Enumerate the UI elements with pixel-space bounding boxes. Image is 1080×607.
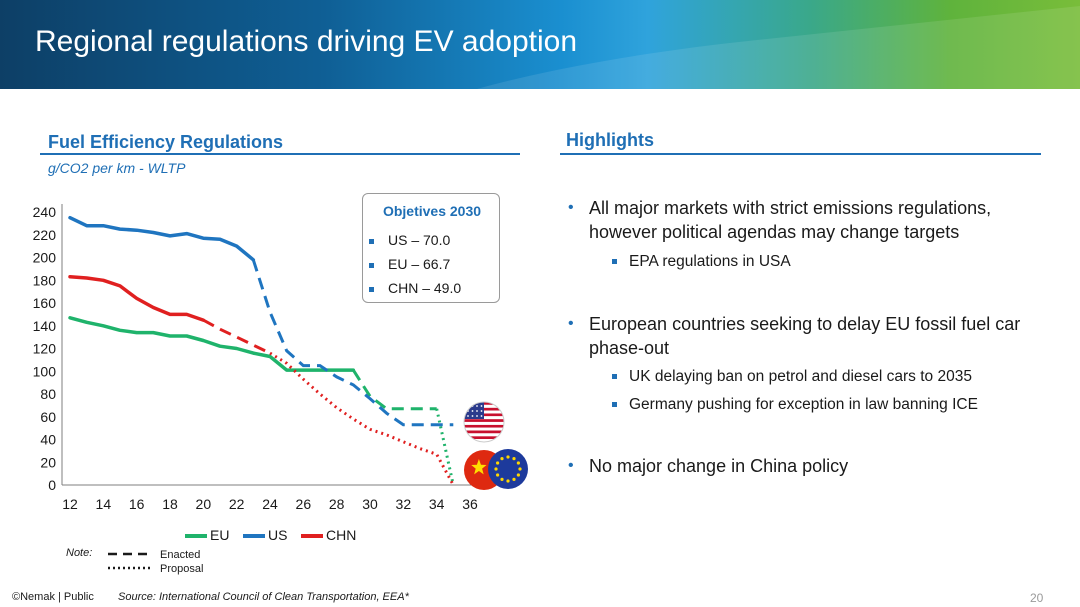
y-tick-label: 0 — [48, 477, 56, 493]
series-eu-proposal-line — [435, 408, 455, 486]
highlight-item: • European countries seeking to delay EU … — [566, 312, 1056, 360]
objective-us-text: US – 70.0 — [388, 232, 451, 248]
objective-eu: EU – 66.7 — [369, 256, 450, 272]
highlight-subitem: UK delaying ban on petrol and diesel car… — [612, 368, 972, 386]
highlight-subtext: UK delaying ban on petrol and diesel car… — [629, 368, 972, 385]
series-chn-actual-line — [68, 275, 206, 322]
fuel-efficiency-chart: 0 20 40 60 80 100 120 140 160 180 200 220 240 12 14 16 1… — [33, 204, 528, 512]
y-tick-label: 180 — [33, 272, 57, 288]
bullet-square-icon — [612, 374, 617, 379]
y-tick-label: 120 — [33, 341, 57, 357]
left-heading-rule — [40, 153, 520, 155]
source-note: Source: International Council of Clean T… — [118, 591, 409, 603]
legend-us-label: US — [268, 527, 288, 543]
copyright: ©Nemak | Public — [12, 591, 94, 603]
legend-chn-label: CHN — [326, 527, 357, 543]
legend-chn: CHN — [301, 527, 356, 543]
legend-eu: EU — [185, 527, 229, 543]
y-tick-label: 40 — [40, 432, 56, 448]
objectives-title: Objetives 2030 — [382, 203, 482, 219]
highlight-text: European countries seeking to delay EU f… — [589, 314, 1021, 358]
x-tick-label: 14 — [96, 496, 112, 512]
series-eu-enacted-line — [352, 369, 437, 411]
chart-flags — [463, 401, 528, 490]
chart-unit-subtitle: g/CO2 per km - WLTP — [48, 160, 186, 176]
y-tick-label: 220 — [33, 227, 57, 243]
y-tick-label: 100 — [33, 363, 57, 379]
series-us-enacted-line — [251, 259, 454, 427]
chart-lines — [68, 215, 455, 486]
highlight-item: • All major markets with strict emissions… — [566, 196, 1056, 244]
bullet-square-icon — [369, 262, 374, 268]
x-tick-label: 18 — [162, 496, 178, 512]
note-line-samples — [108, 552, 152, 570]
legend-chn-swatch — [301, 534, 323, 539]
objective-chn-text: CHN – 49.0 — [388, 280, 462, 296]
highlight-text: All major markets with strict emissions … — [589, 198, 992, 242]
x-tick-label: 32 — [396, 496, 412, 512]
series-eu-actual-line — [68, 316, 356, 372]
bullet-dot-icon: • — [568, 199, 574, 216]
bullet-dot-icon: • — [568, 457, 574, 474]
objective-us: US – 70.0 — [369, 232, 450, 248]
highlight-item: • No major change in China policy — [566, 454, 1056, 478]
x-tick-label: 22 — [229, 496, 245, 512]
highlight-subitem: Germany pushing for exception in law ban… — [612, 396, 978, 414]
x-tick-label: 34 — [429, 496, 445, 512]
eu-flag-icon — [488, 449, 528, 489]
legend-us-swatch — [243, 534, 265, 539]
right-heading: Highlights — [566, 130, 654, 150]
y-tick-label: 80 — [40, 386, 56, 402]
x-tick-label: 20 — [196, 496, 212, 512]
x-tick-label: 36 — [462, 496, 478, 512]
page-number: 20 — [1030, 591, 1044, 605]
y-tick-label: 240 — [33, 204, 57, 220]
legend-eu-swatch — [185, 534, 207, 539]
objectives-box: Objetives 2030 US – 70.0 EU – 66.7 CHN –… — [362, 193, 500, 303]
series-chn-enacted-line — [202, 318, 271, 355]
legend-eu-label: EU — [210, 527, 230, 543]
bullet-square-icon — [369, 238, 374, 244]
bullet-dot-icon: • — [568, 315, 574, 332]
x-tick-label: 30 — [362, 496, 378, 512]
right-heading-rule — [560, 153, 1041, 155]
left-heading: Fuel Efficiency Regulations — [48, 132, 284, 152]
note-enacted: Enacted — [160, 549, 201, 561]
objective-chn: CHN – 49.0 — [369, 280, 461, 296]
y-tick-label: 140 — [33, 318, 57, 334]
highlight-subtext: Germany pushing for exception in law ban… — [629, 396, 978, 413]
x-tick-label: 24 — [262, 496, 278, 512]
highlight-subitem: EPA regulations in USA — [612, 253, 791, 271]
chart-axes: 0 20 40 60 80 100 120 140 160 180 200 220 240 12 14 16 1… — [33, 204, 478, 512]
objective-eu-text: EU – 66.7 — [388, 256, 451, 272]
bullet-square-icon — [612, 402, 617, 407]
us-flag-icon — [463, 401, 505, 443]
bullet-square-icon — [369, 286, 374, 292]
legend-us: US — [243, 527, 287, 543]
bullet-square-icon — [612, 259, 617, 264]
highlight-subtext: EPA regulations in USA — [629, 253, 791, 270]
y-tick-label: 160 — [33, 295, 57, 311]
header-banner: Regional regulations driving EV adoption — [0, 0, 1080, 89]
note-label: Note: — [66, 547, 93, 559]
note-proposal: Proposal — [160, 563, 204, 575]
x-tick-label: 28 — [329, 496, 345, 512]
y-tick-label: 20 — [40, 454, 56, 470]
highlight-text: No major change in China policy — [589, 456, 849, 476]
series-us-actual-line — [68, 215, 256, 262]
x-tick-label: 16 — [129, 496, 145, 512]
x-tick-label: 12 — [62, 496, 78, 512]
y-tick-label: 200 — [33, 250, 57, 266]
series-chn-proposal-line — [269, 351, 455, 486]
slide-title: Regional regulations driving EV adoption — [35, 25, 578, 58]
x-tick-label: 26 — [296, 496, 312, 512]
y-tick-label: 60 — [40, 409, 56, 425]
